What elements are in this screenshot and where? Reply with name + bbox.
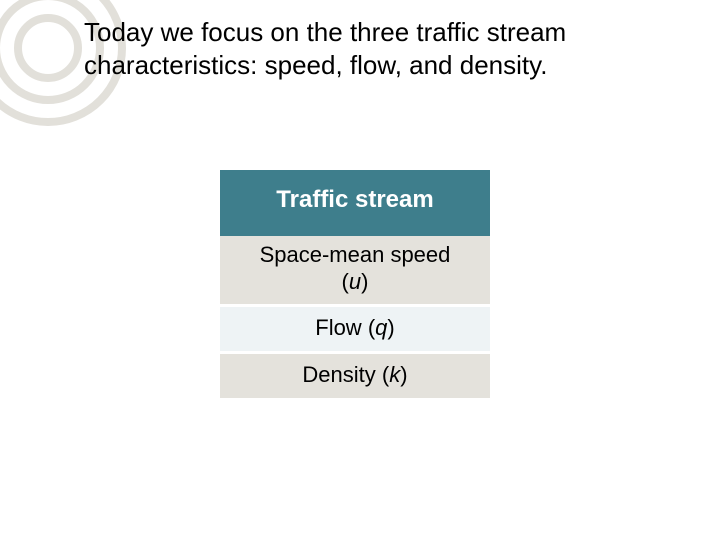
decor-ring-inner: [14, 14, 82, 82]
row-label: Density: [302, 362, 375, 387]
table-row: Density (k): [220, 354, 490, 401]
row-symbol: u: [349, 269, 361, 294]
table-header: Traffic stream: [220, 170, 490, 236]
row-label: Flow: [315, 315, 361, 340]
row-label: Space-mean speed: [260, 242, 451, 267]
intro-sentence: Today we focus on the three traffic stre…: [84, 16, 680, 81]
traffic-stream-table: Traffic stream Space-mean speed(u)Flow (…: [220, 170, 490, 401]
table-row: Space-mean speed(u): [220, 236, 490, 307]
row-symbol: k: [389, 362, 400, 387]
row-symbol: q: [375, 315, 387, 340]
table-row: Flow (q): [220, 307, 490, 354]
